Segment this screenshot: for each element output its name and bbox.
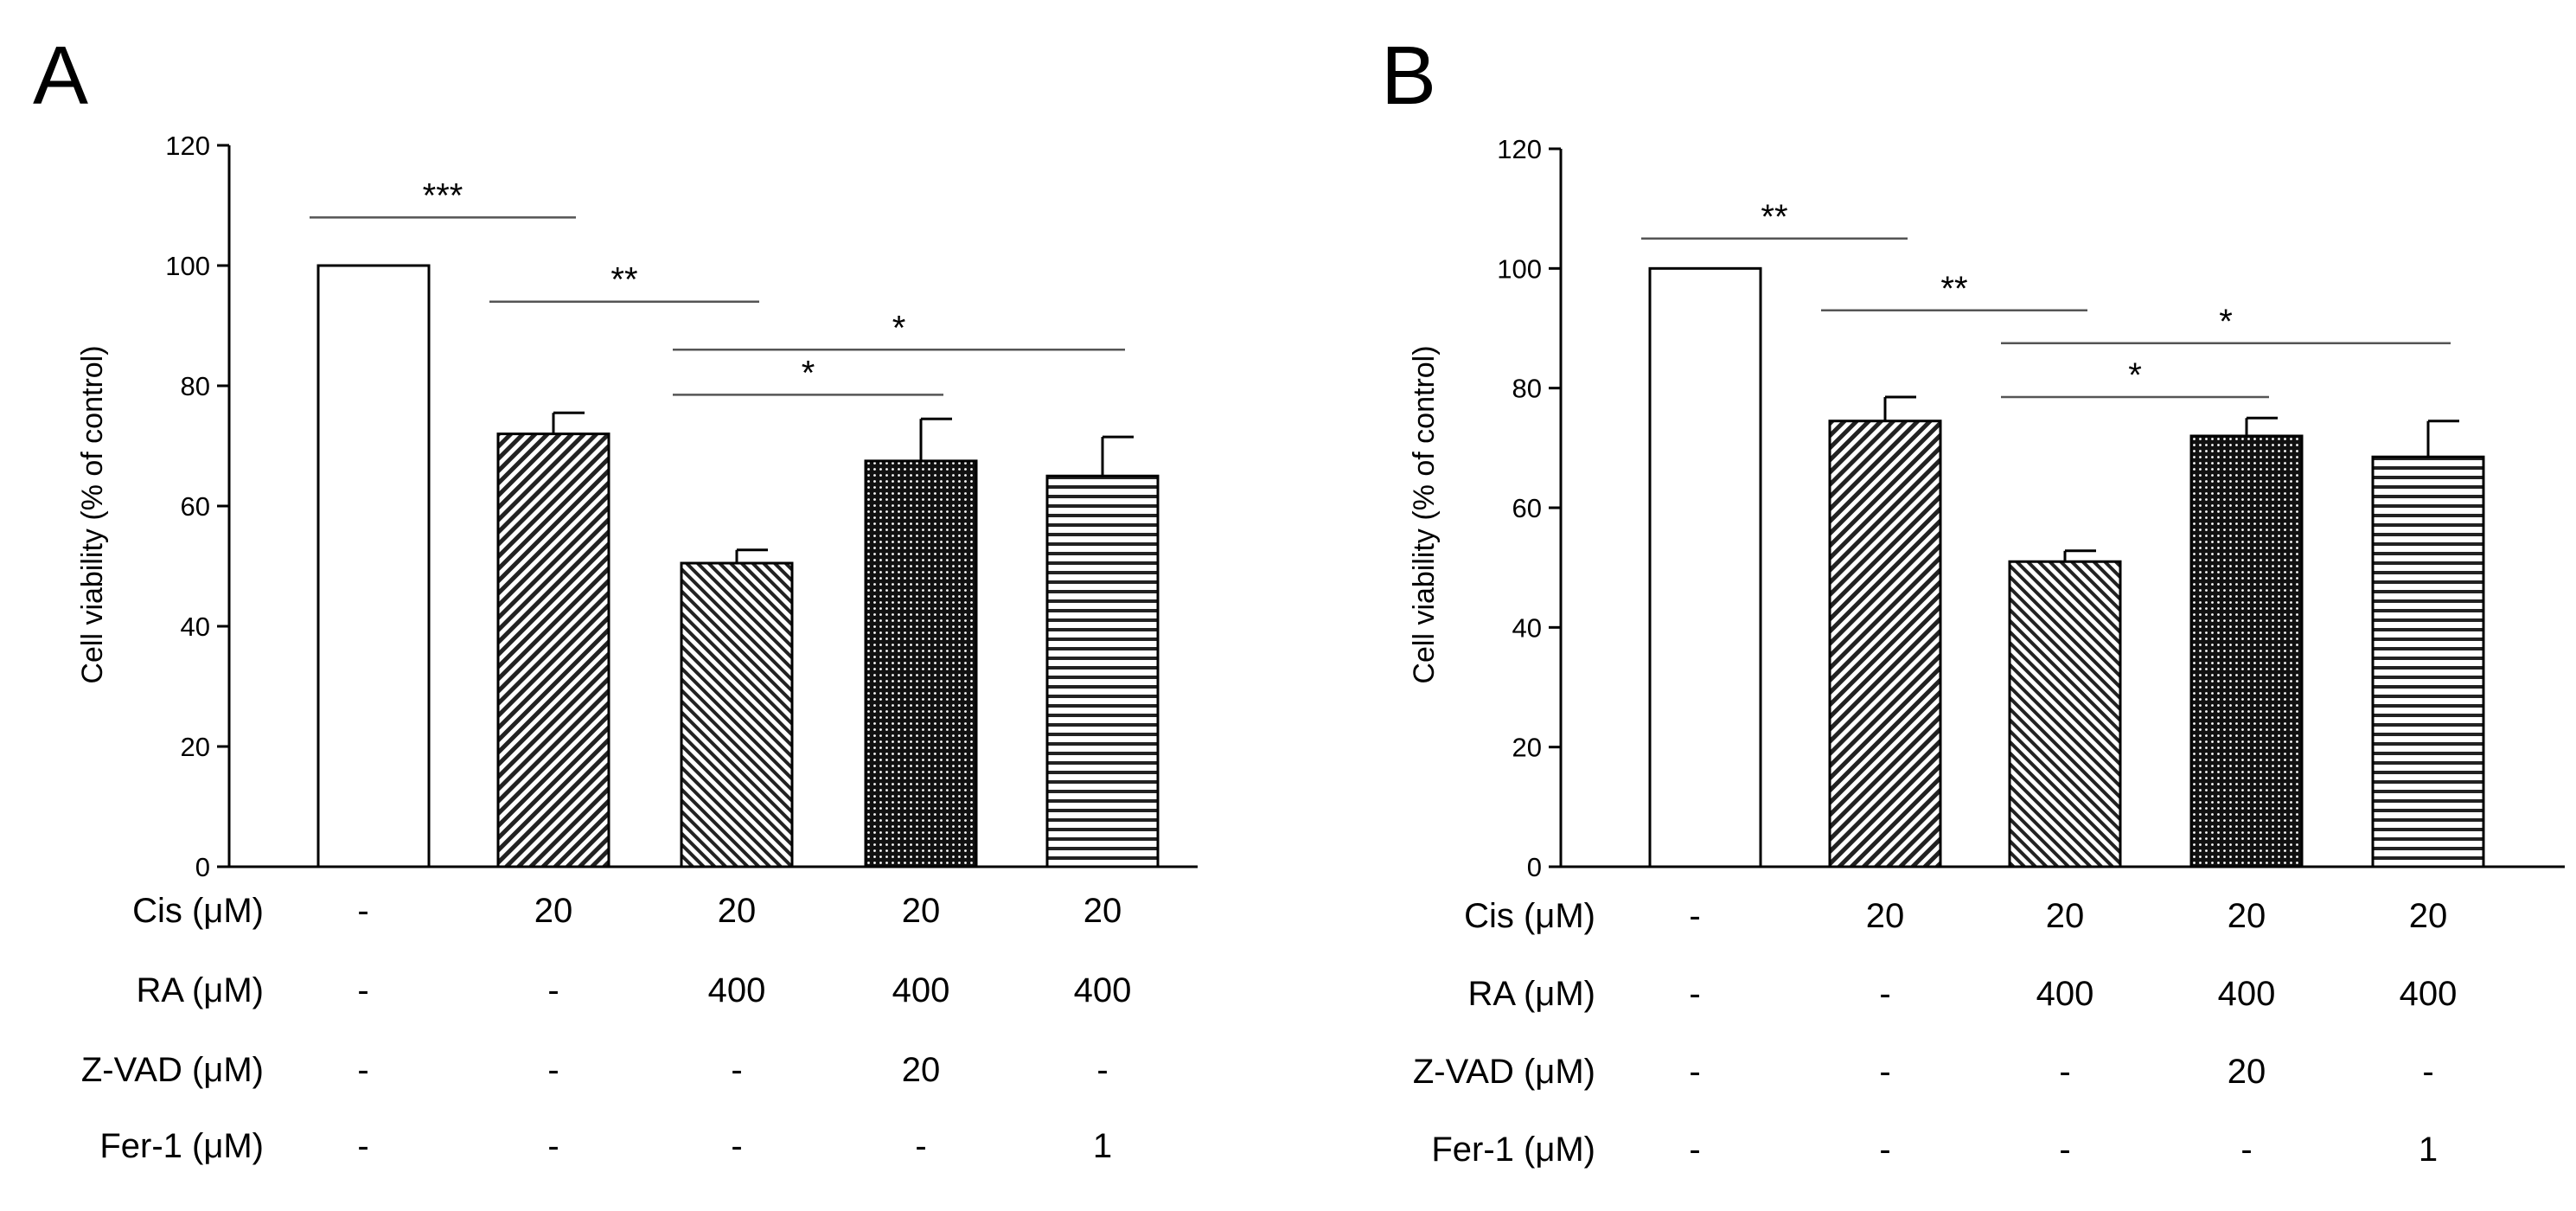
- significance-label: *: [2219, 303, 2233, 341]
- y-tick-label: 120: [1497, 134, 1542, 164]
- treatment-value: 400: [892, 971, 950, 1009]
- treatment-value: -: [1689, 975, 1700, 1013]
- treatment-label: Fer-1 (μM): [99, 1127, 264, 1165]
- treatment-table-b: Cis (μM) - 20 20 20 20 RA (μM) - - 400 400 400 Z-VAD…: [1413, 897, 2458, 1169]
- treatment-label: Z-VAD (μM): [81, 1051, 264, 1089]
- treatment-value: -: [1879, 1131, 1890, 1169]
- bar: [496, 432, 610, 868]
- significance-label: **: [1940, 270, 1967, 308]
- y-tick-label: 0: [1527, 852, 1542, 882]
- significance-label: *: [2128, 356, 2142, 394]
- y-tick-label: 0: [195, 852, 210, 882]
- treatment-value: -: [547, 1051, 559, 1089]
- treatment-value: 20: [2409, 897, 2448, 935]
- treatment-value: -: [357, 971, 368, 1009]
- bar: [1045, 474, 1160, 868]
- panel-label: B: [1381, 29, 1436, 122]
- treatment-value: 400: [2400, 975, 2458, 1013]
- treatment-value: 400: [2036, 975, 2094, 1013]
- treatment-value: -: [357, 892, 368, 930]
- treatment-value: -: [1096, 1051, 1108, 1089]
- bar: [680, 561, 794, 868]
- bar: [2371, 455, 2485, 868]
- treatment-value: -: [357, 1051, 368, 1089]
- treatment-value: 20: [2228, 1053, 2266, 1091]
- treatment-value: 20: [718, 892, 757, 930]
- treatment-value: 20: [2228, 897, 2266, 935]
- treatment-value: -: [2059, 1131, 2070, 1169]
- y-axis-label: Cell viability (% of control): [76, 345, 109, 683]
- treatment-value: -: [1879, 975, 1890, 1013]
- bar: [864, 459, 978, 868]
- bar: [1828, 420, 1942, 868]
- significance-label: *: [802, 354, 815, 392]
- treatment-label: Fer-1 (μM): [1431, 1131, 1595, 1169]
- treatment-value: -: [2059, 1053, 2070, 1091]
- treatment-value: -: [2422, 1053, 2433, 1091]
- y-tick-label: 20: [1512, 733, 1542, 763]
- treatment-value: -: [547, 971, 559, 1009]
- treatment-value: 400: [2218, 975, 2276, 1013]
- treatment-value: 1: [1093, 1127, 1112, 1165]
- y-tick-label: 40: [181, 612, 210, 642]
- y-tick-label: 80: [181, 371, 210, 401]
- y-axis-label: Cell viability (% of control): [1408, 345, 1441, 683]
- treatment-label: Z-VAD (μM): [1413, 1053, 1595, 1091]
- bar: [1648, 266, 1762, 868]
- treatment-value: -: [915, 1127, 926, 1165]
- treatment-label: RA (μM): [137, 971, 264, 1009]
- bar: [316, 264, 431, 868]
- treatment-value: 20: [2046, 897, 2085, 935]
- significance-label: *: [892, 309, 906, 347]
- y-tick-label: 120: [165, 131, 210, 161]
- treatment-value: -: [1879, 1053, 1890, 1091]
- treatment-value: 20: [1866, 897, 1905, 935]
- bar: [2189, 434, 2304, 868]
- y-tick-label: 60: [1512, 493, 1542, 523]
- treatment-value: 400: [708, 971, 766, 1009]
- treatment-value: -: [2240, 1131, 2252, 1169]
- y-tick-label: 100: [165, 251, 210, 281]
- significance-label: **: [1761, 198, 1787, 236]
- treatment-table-a: Cis (μM) - 20 20 20 20 RA (μM) - - 400 400 400 Z-VAD…: [81, 892, 1132, 1165]
- y-tick-label: 80: [1512, 374, 1542, 404]
- treatment-value: 20: [534, 892, 573, 930]
- significance-label: ***: [423, 176, 463, 215]
- y-tick-label: 60: [181, 491, 210, 522]
- treatment-value: -: [1689, 1131, 1700, 1169]
- treatment-value: -: [1689, 1053, 1700, 1091]
- y-tick-label: 100: [1497, 253, 1542, 284]
- treatment-value: -: [731, 1127, 742, 1165]
- panel-b: B Cell viability (% of control) 0 20 40 60 8…: [1381, 29, 2565, 1169]
- treatment-value: -: [1689, 897, 1700, 935]
- treatment-label: RA (μM): [1468, 975, 1595, 1013]
- bar: [2008, 560, 2122, 868]
- treatment-label: Cis (μM): [1464, 897, 1595, 935]
- treatment-value: -: [547, 1127, 559, 1165]
- y-tick-label: 40: [1512, 612, 1542, 643]
- treatment-value: 20: [1083, 892, 1122, 930]
- treatment-value: 20: [902, 892, 941, 930]
- treatment-label: Cis (μM): [132, 892, 264, 930]
- treatment-value: -: [357, 1127, 368, 1165]
- treatment-value: -: [731, 1051, 742, 1089]
- panel-a: A Cell viability (% of control) 0 20 40 60 8…: [33, 29, 1198, 1165]
- significance-label: **: [610, 261, 637, 299]
- y-tick-label: 20: [181, 732, 210, 762]
- treatment-value: 1: [2419, 1131, 2438, 1169]
- panel-label: A: [33, 29, 88, 122]
- treatment-value: 400: [1074, 971, 1132, 1009]
- treatment-value: 20: [902, 1051, 941, 1089]
